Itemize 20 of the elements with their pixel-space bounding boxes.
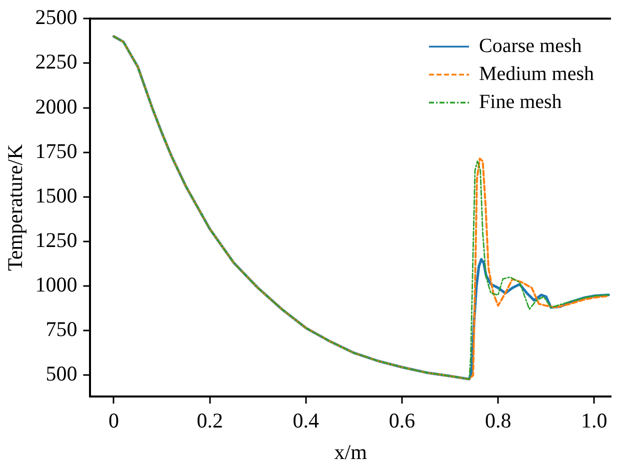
y-tick-label: 500 (46, 362, 78, 386)
y-tick-label: 1500 (35, 183, 78, 208)
y-tick-label: 1750 (35, 138, 78, 163)
y-tick-label: 2250 (35, 50, 78, 74)
x-tick-label: 0.4 (292, 408, 320, 433)
y-tick-label: 2500 (35, 5, 78, 30)
legend-label: Fine mesh (479, 90, 562, 113)
x-tick-label: 0.8 (484, 408, 512, 433)
x-axis-title: x/m (334, 440, 367, 464)
x-tick-label: 0.2 (196, 408, 223, 433)
y-tick-label: 1250 (35, 228, 78, 252)
x-tick-label: 0 (108, 408, 119, 433)
y-tick-label: 750 (46, 317, 78, 342)
y-axis-title: Temperature/K (3, 144, 28, 272)
x-tick-label: 0.6 (388, 408, 416, 433)
legend-label: Medium mesh (479, 62, 594, 85)
y-tick-label: 2000 (35, 94, 78, 118)
legend-label: Coarse mesh (479, 34, 582, 57)
y-tick-label: 1000 (35, 272, 78, 297)
x-tick-label: 1.0 (581, 408, 608, 433)
